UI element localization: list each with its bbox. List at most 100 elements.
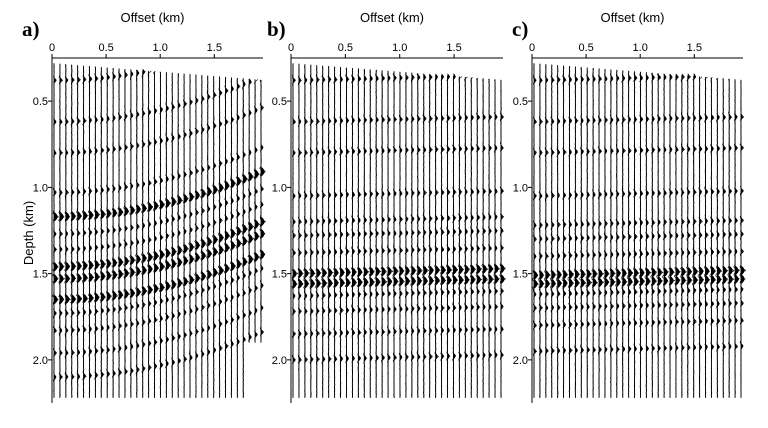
reflector-lobe: [394, 246, 396, 254]
reflector-lobe: [441, 352, 444, 360]
reflector-lobe: [735, 299, 738, 307]
reflector-lobe: [640, 302, 643, 310]
reflector-lobe: [699, 266, 704, 277]
reflector-lobe: [298, 292, 301, 300]
reflector-lobe: [675, 344, 678, 352]
reflector-lobe: [646, 250, 649, 258]
reflector-lobe: [119, 368, 122, 376]
reflector-lobe: [249, 309, 252, 317]
reflector-lobe: [652, 218, 655, 226]
reflector-lobe: [231, 212, 234, 220]
reflector-lobe: [142, 265, 147, 276]
reflector-lobe: [172, 174, 175, 182]
reflector-lobe: [71, 230, 74, 238]
reflector-lobe: [593, 346, 596, 354]
reflector-lobe: [569, 303, 572, 311]
reflector-lobe: [89, 348, 92, 356]
reflector-lobe: [113, 73, 116, 81]
reflector-lobe: [340, 291, 343, 299]
reflector-lobe: [681, 249, 684, 257]
reflector-lobe: [195, 252, 200, 263]
reflector-lobe: [142, 203, 147, 214]
reflector-lobe: [71, 309, 74, 317]
reflector-lobe: [435, 189, 438, 197]
reflector-lobe: [184, 291, 187, 299]
reflector-lobe: [394, 328, 396, 336]
reflector-lobe: [388, 290, 391, 298]
reflector-lobe: [310, 117, 313, 125]
reflector-lobe: [334, 75, 337, 83]
reflector-lobe: [471, 326, 474, 334]
reflector-lobe: [453, 304, 456, 312]
seismic-trace: [585, 67, 593, 398]
reflector-lobe: [71, 211, 76, 222]
reflector-lobe: [417, 353, 420, 361]
reflector-lobe: [447, 145, 450, 153]
reflector-lobe: [207, 324, 210, 332]
reflector-lobe: [59, 273, 64, 284]
reflector-lobe: [346, 306, 349, 314]
reflector-lobe: [237, 238, 241, 249]
reflector-lobe: [101, 307, 104, 315]
reflector-lobe: [59, 230, 62, 238]
reflector-lobe: [581, 303, 584, 311]
reflector-lobe: [551, 278, 556, 289]
reflector-lobe: [693, 249, 696, 257]
reflector-lobe: [501, 273, 505, 284]
reflector-lobe: [255, 203, 258, 211]
reflector-lobe: [328, 278, 333, 289]
reflector-lobe: [322, 307, 325, 315]
reflector-lobe: [587, 269, 591, 280]
reflector-lobe: [113, 226, 116, 234]
reflector-lobe: [101, 291, 105, 302]
reflector-lobe: [459, 326, 462, 334]
reflector-lobe: [77, 188, 80, 196]
reflector-lobe: [328, 217, 331, 225]
reflector-lobe: [687, 218, 690, 226]
reflector-lobe: [382, 354, 385, 362]
y-tick-label: 0.5: [272, 96, 287, 108]
reflector-lobe: [107, 185, 110, 193]
reflector-lobe: [429, 215, 432, 223]
reflector-lobe: [699, 217, 702, 225]
reflector-lobe: [675, 114, 678, 122]
reflector-lobe: [83, 229, 86, 237]
reflector-lobe: [723, 144, 726, 152]
reflector-lobe: [670, 318, 672, 326]
reflector-lobe: [551, 269, 556, 280]
reflector-lobe: [628, 233, 631, 241]
reflector-lobe: [237, 82, 240, 90]
reflector-lobe: [459, 264, 463, 275]
reflector-lobe: [471, 303, 474, 311]
reflector-lobe: [477, 274, 481, 285]
reflector-lobe: [89, 293, 93, 304]
reflector-lobe: [340, 267, 345, 278]
reflector-lobe: [459, 274, 463, 285]
reflector-lobe: [394, 74, 396, 82]
reflector-lobe: [65, 294, 70, 305]
reflector-lobe: [334, 231, 337, 239]
reflector-lobe: [545, 270, 550, 281]
reflector-lobe: [411, 289, 414, 297]
reflector-lobe: [681, 73, 684, 81]
reflector-lobe: [551, 76, 554, 84]
reflector-lobe: [207, 124, 210, 132]
reflector-lobe: [465, 352, 468, 360]
reflector-lobe: [346, 267, 351, 278]
seismic-trace: [591, 68, 599, 397]
reflector-lobe: [54, 273, 58, 284]
reflector-lobe: [575, 277, 579, 288]
reflector-lobe: [575, 269, 579, 280]
reflector-lobe: [557, 252, 560, 260]
reflector-lobe: [225, 180, 230, 191]
reflector-lobe: [298, 231, 301, 239]
reflector-lobe: [459, 245, 462, 253]
reflector-lobe: [640, 189, 643, 197]
reflector-lobe: [453, 352, 456, 360]
reflector-lobe: [483, 244, 486, 252]
reflector-lobe: [237, 226, 241, 237]
reflector-lobe: [225, 230, 230, 241]
reflector-lobe: [376, 276, 380, 287]
reflector-lobe: [54, 245, 56, 253]
reflector-lobe: [593, 277, 597, 288]
